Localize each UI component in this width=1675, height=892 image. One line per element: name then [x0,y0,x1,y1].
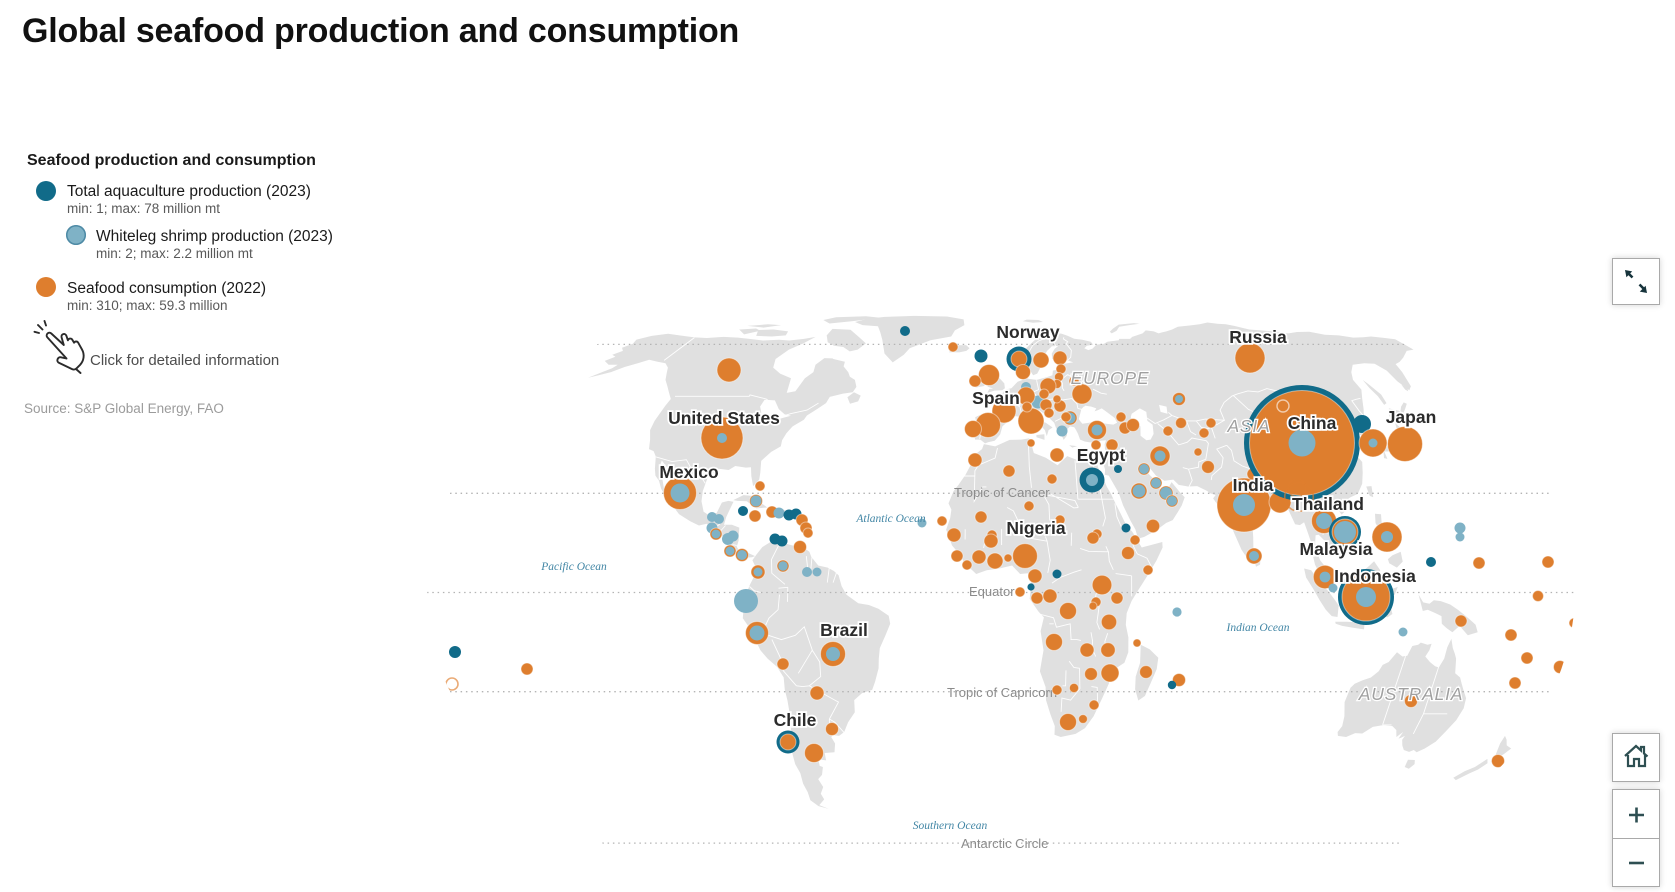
svg-text:Japan: Japan [1386,407,1437,427]
svg-text:Nigeria: Nigeria [1006,518,1066,538]
svg-text:Tropic of Capricorn: Tropic of Capricorn [947,685,1057,700]
svg-text:Equator: Equator [969,584,1015,599]
svg-text:Antarctic Circle: Antarctic Circle [961,836,1048,851]
svg-text:United States: United States [668,408,780,428]
svg-text:Spain: Spain [972,388,1020,408]
svg-text:Arctic Ocean: Arctic Ocean [965,289,1027,301]
svg-text:Mexico: Mexico [659,462,718,482]
svg-text:Thailand: Thailand [1292,494,1364,514]
svg-text:Norway: Norway [996,322,1059,342]
svg-text:Indian Ocean: Indian Ocean [1226,622,1290,634]
svg-text:ASIA: ASIA [1226,416,1270,436]
svg-text:Russia: Russia [1229,327,1287,347]
svg-text:India: India [1233,475,1274,495]
svg-text:Brazil: Brazil [820,620,868,640]
svg-text:Egypt: Egypt [1077,445,1126,465]
svg-text:AUSTRALIA: AUSTRALIA [1358,684,1463,704]
svg-text:Chile: Chile [774,710,817,730]
svg-text:Southern Ocean: Southern Ocean [913,820,988,832]
svg-text:Indonesia: Indonesia [1334,566,1416,586]
svg-text:Malaysia: Malaysia [1300,539,1373,559]
svg-text:Tropic of Cancer: Tropic of Cancer [954,485,1050,500]
svg-text:EUROPE: EUROPE [1071,368,1150,388]
svg-text:Pacific Ocean: Pacific Ocean [540,561,607,573]
svg-text:China: China [1288,413,1337,433]
svg-text:Atlantic Ocean: Atlantic Ocean [855,513,926,525]
